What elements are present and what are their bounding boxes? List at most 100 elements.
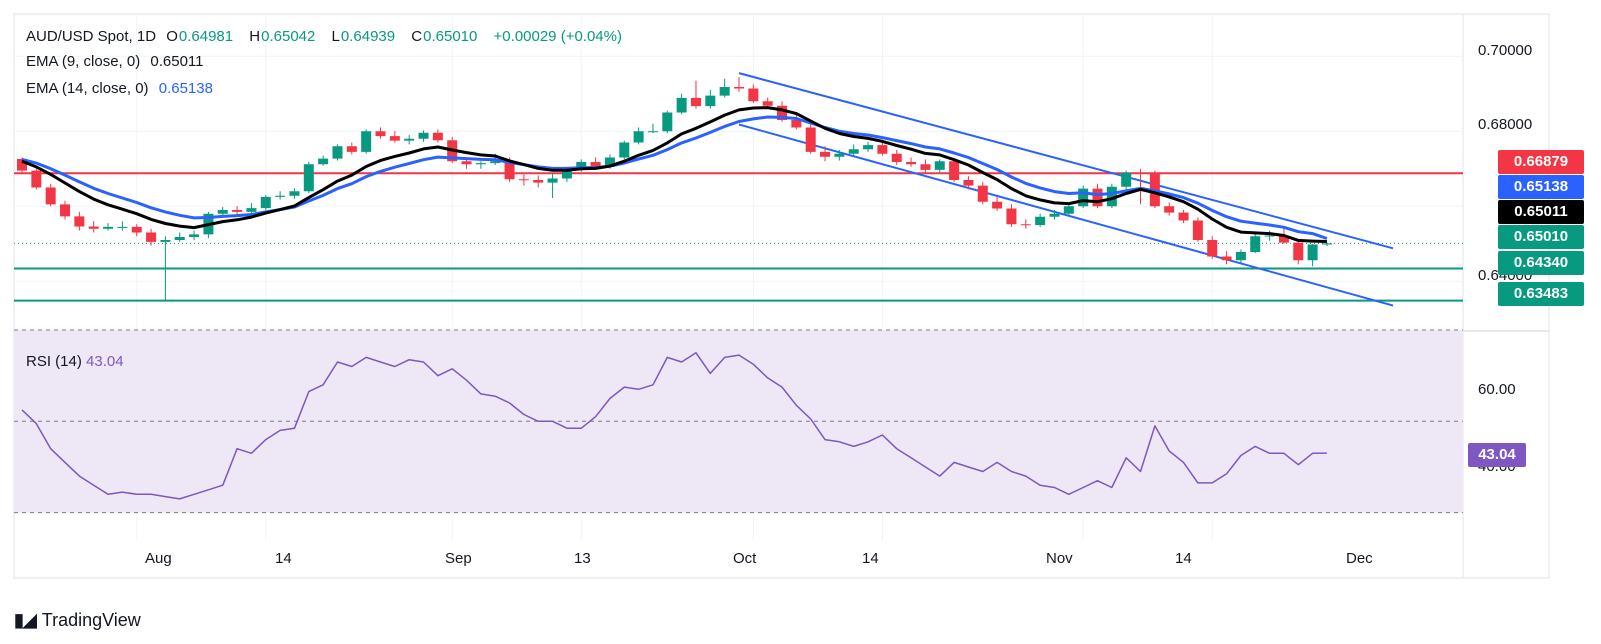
- candle-body: [1321, 243, 1332, 245]
- candle-body: [217, 210, 228, 214]
- candle-body: [633, 131, 644, 143]
- candle-body: [131, 226, 142, 233]
- tradingview-brand[interactable]: ▮◢ TradingView: [14, 610, 141, 631]
- close-label: C: [411, 28, 423, 45]
- candle-body: [346, 146, 357, 152]
- candle-body: [103, 226, 114, 229]
- candle-body: [461, 161, 472, 165]
- price-tag-ema14: 0.65138: [1498, 175, 1584, 199]
- candle-body: [547, 178, 558, 183]
- candle-body: [848, 149, 859, 154]
- candle-body: [275, 195, 286, 197]
- candle-body: [863, 145, 874, 150]
- rsi-pane: [14, 329, 1463, 514]
- candle-body: [891, 153, 902, 162]
- candle-body: [146, 232, 157, 242]
- candle-body: [260, 196, 271, 209]
- candle-body: [533, 180, 544, 183]
- candle-body: [1221, 256, 1232, 261]
- rsi-line: [21, 352, 1327, 500]
- close-value: 0.65010: [423, 28, 478, 45]
- price-tag-text: 0.63483: [1513, 285, 1569, 302]
- candle-body: [590, 162, 601, 167]
- candle-body: [877, 145, 888, 154]
- ema9-legend: EMA (9, close, 0) 0.65011: [26, 53, 210, 70]
- candle-body: [906, 162, 917, 165]
- candle-body: [676, 97, 687, 113]
- candle-body: [31, 170, 42, 188]
- price-axis-label: 0.68000: [1478, 116, 1533, 133]
- candle-body: [705, 95, 716, 107]
- high-label: H: [249, 28, 261, 45]
- candle-body: [734, 87, 744, 89]
- candle-body: [1192, 220, 1203, 240]
- price-tag-ema9: 0.65011: [1498, 200, 1584, 224]
- candle-body: [647, 131, 658, 133]
- candle-body: [777, 105, 788, 120]
- candle-body: [619, 142, 630, 158]
- candle-body: [1164, 206, 1175, 213]
- candle-body: [748, 88, 759, 102]
- candle-body: [404, 138, 415, 141]
- time-axis-label: 13: [574, 550, 591, 567]
- candle-body: [418, 132, 429, 139]
- rsi-label: RSI (14): [26, 353, 82, 370]
- candle-body: [1049, 213, 1060, 217]
- price-tag-support2: 0.63483: [1498, 282, 1584, 306]
- rsi-axis-label: 60.00: [1478, 381, 1516, 398]
- candle-body: [805, 127, 816, 152]
- candle-body: [1121, 172, 1132, 187]
- candle-body: [1006, 208, 1017, 225]
- ema9-value: 0.65011: [150, 53, 204, 70]
- candle-body: [289, 191, 300, 196]
- symbol-label: AUD/USD Spot, 1D: [26, 28, 157, 45]
- rsi-legend: RSI (14) 43.04: [26, 353, 124, 370]
- candle-body: [232, 210, 243, 212]
- change-value: +0.00029 (+0.04%): [493, 28, 622, 45]
- price-tag-text: 0.65011: [1514, 203, 1568, 220]
- ema9-line: [21, 106, 1327, 243]
- ema14-value: 0.65138: [158, 80, 213, 97]
- rsi-value: 43.04: [86, 353, 124, 370]
- candle-body: [1106, 186, 1117, 207]
- open-label: O: [166, 28, 178, 45]
- candle-body: [1207, 240, 1218, 257]
- candle-body: [1063, 206, 1074, 214]
- price-tag-text: 0.65138: [1513, 178, 1569, 195]
- candle-body: [189, 234, 200, 237]
- candle-body: [318, 158, 329, 165]
- candle-body: [475, 163, 486, 165]
- rsi-tag: 43.04: [1468, 443, 1526, 467]
- price-tag-resistance: 0.66879: [1498, 150, 1584, 174]
- candle-body: [662, 112, 673, 132]
- candle-body: [174, 237, 185, 240]
- candle-body: [576, 162, 587, 170]
- ema14-label: EMA (14, close, 0): [26, 80, 149, 97]
- ohlc-legend: AUD/USD Spot, 1D O0.64981 H0.65042 L0.64…: [26, 28, 628, 45]
- candle-body: [1250, 236, 1261, 252]
- time-axis-label: Aug: [145, 550, 172, 567]
- candle-body: [1092, 188, 1103, 207]
- time-axis-label: 14: [1175, 550, 1192, 567]
- price-tag-text: 0.65010: [1513, 228, 1569, 245]
- price-tag-support1: 0.64340: [1498, 251, 1584, 275]
- candle-body: [561, 169, 572, 179]
- candle-body: [1178, 212, 1189, 221]
- candle-body: [791, 120, 802, 128]
- candle-body: [17, 159, 27, 171]
- candle-body: [604, 157, 615, 167]
- candle-body: [1278, 235, 1289, 243]
- candle-body: [1307, 244, 1318, 261]
- candle-body: [820, 151, 831, 157]
- price-tag-text: 0.66879: [1513, 153, 1569, 170]
- time-axis-label: 14: [275, 550, 292, 567]
- candle-body: [1235, 252, 1246, 261]
- candle-body: [117, 226, 128, 228]
- candle-body: [432, 132, 443, 141]
- candle-body: [74, 216, 85, 227]
- candle-body: [518, 179, 529, 181]
- candle-body: [1078, 188, 1089, 207]
- candle-body: [389, 136, 400, 141]
- candle-body: [246, 208, 257, 212]
